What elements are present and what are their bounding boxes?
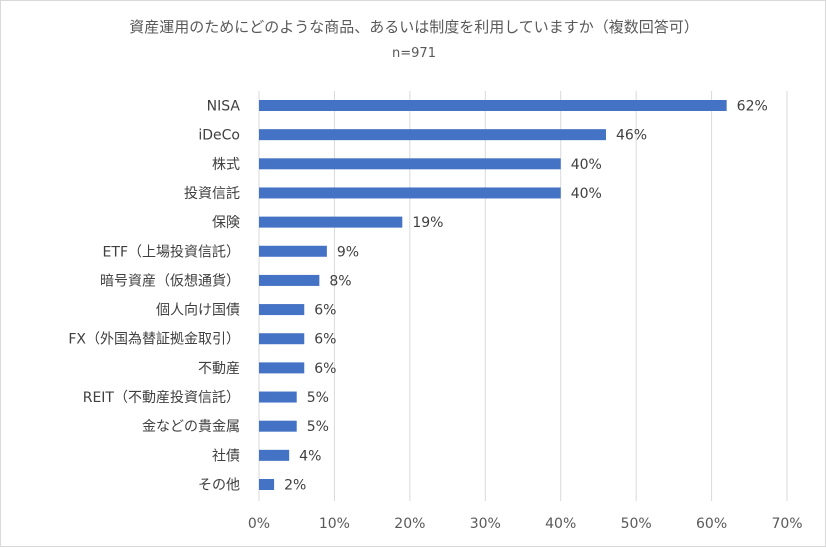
bar-6 [259,274,320,286]
bar-2 [259,158,561,170]
bar-4 [259,216,403,228]
category-label: 個人向け国債 [156,303,240,319]
category-label: FX（外国為替証拠金取引） [68,332,240,348]
category-label: 金などの貴金属 [142,419,240,435]
data-label: 5% [307,390,329,406]
bars [259,100,727,490]
x-tick-label: 40% [545,516,576,532]
x-tick-label: 0% [248,516,270,532]
category-label: 暗号資産（仮想通貨） [100,272,240,289]
category-label: NISA [207,99,241,115]
data-label: 40% [571,157,602,173]
category-label: iDeCo [198,128,240,144]
bar-5 [259,245,327,257]
category-label: 社債 [212,448,240,464]
data-label: 4% [299,448,321,464]
data-label: 19% [412,215,443,231]
x-tick-label: 70% [771,516,802,532]
data-label: 40% [571,186,602,202]
bar-1 [259,129,606,141]
x-axis-tick-labels: 0% 10% 20% 30% 40% 50% 60% 70% [248,516,803,532]
bar-3 [259,187,561,199]
x-tick-label: 20% [394,516,425,532]
category-label: ETF（上場投資信託） [103,244,240,260]
bar-7 [259,304,305,316]
category-label: 保険 [212,215,240,231]
data-label: 62% [737,99,768,115]
data-label: 8% [329,273,351,289]
bar-8 [259,333,305,345]
x-tick-label: 30% [470,516,501,532]
data-label: 2% [284,478,306,494]
category-label: 投資信託 [184,186,240,202]
bar-13 [259,479,275,490]
chart-subtitle: n=971 [392,46,436,61]
gridlines [258,91,788,501]
x-tick-label: 10% [319,516,350,532]
category-label: その他 [198,478,240,494]
data-labels: 62% 46% 40% 40% 19% 9% 8% 6% 6% 6% 5% 5% 4% 2% [284,99,768,494]
bar-0 [259,100,727,111]
category-label: REIT（不動産投資信託） [83,390,240,406]
data-label: 6% [314,303,336,319]
bar-11 [259,420,297,432]
category-label: 株式 [212,157,240,173]
data-label: 6% [314,361,336,377]
x-tick-label: 60% [696,516,727,532]
data-label: 46% [616,128,647,144]
bar-9 [259,362,305,374]
data-label: 9% [337,244,359,260]
data-label: 5% [307,419,329,435]
chart-title: 資産運用のためにどのような商品、あるいは制度を利用していますか（複数回答可） [129,18,699,36]
bar-10 [259,391,297,403]
data-label: 6% [314,332,336,348]
bar-12 [259,449,290,461]
category-label: 不動産 [198,361,240,377]
x-tick-label: 50% [621,516,652,532]
